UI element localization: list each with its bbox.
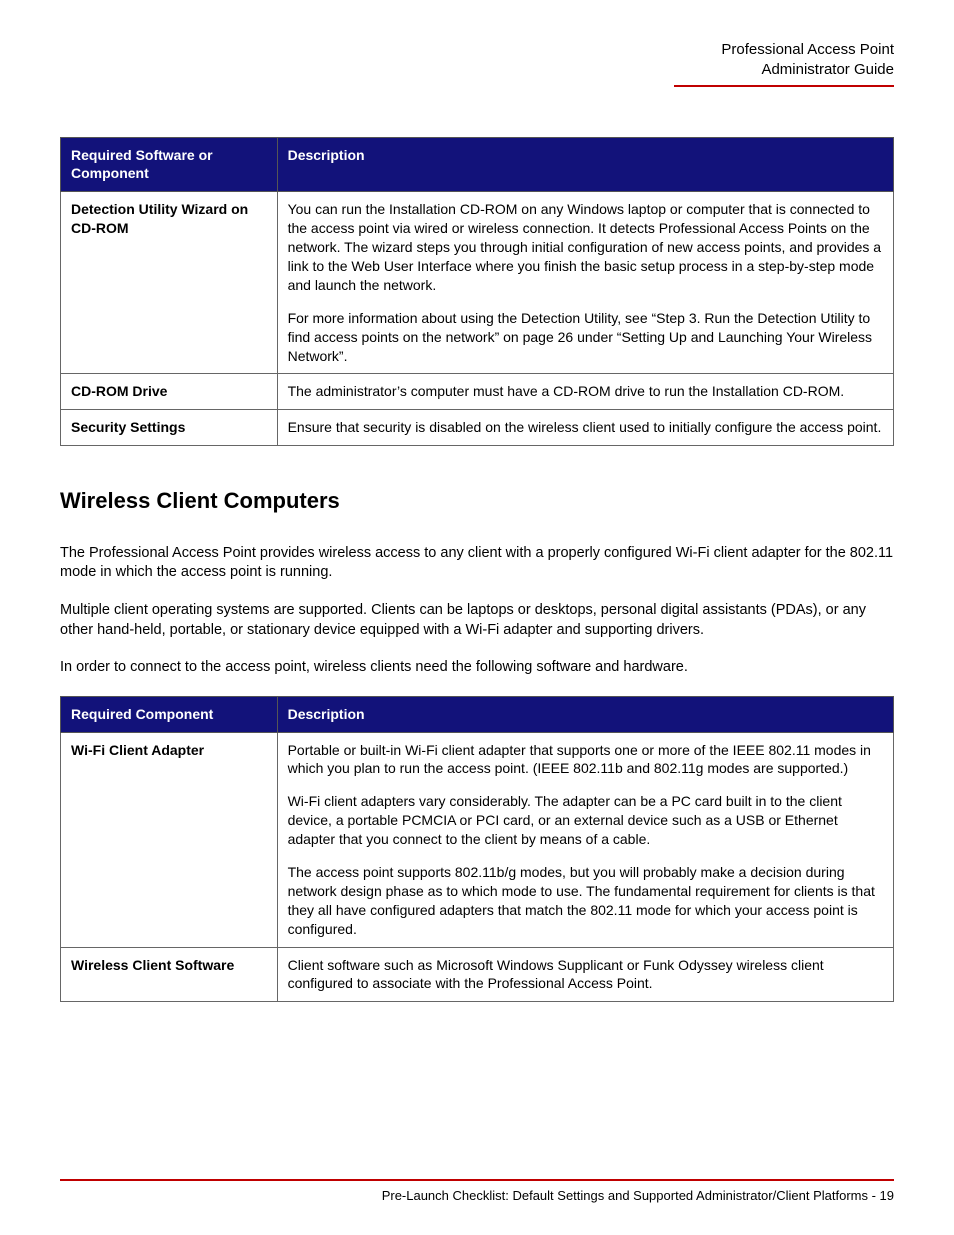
row-desc: Ensure that security is disabled on the …: [277, 410, 893, 446]
table2-col1-header: Required Component: [61, 696, 278, 732]
desc-paragraph: Ensure that security is disabled on the …: [288, 418, 883, 437]
desc-paragraph: You can run the Installation CD-ROM on a…: [288, 200, 883, 294]
row-label: Wi-Fi Client Adapter: [61, 732, 278, 947]
table-header-row: Required Software or Component Descripti…: [61, 137, 894, 192]
body-paragraph: Multiple client operating systems are su…: [60, 601, 894, 640]
row-label: Detection Utility Wizard on CD-ROM: [61, 192, 278, 374]
software-requirements-table: Required Software or Component Descripti…: [60, 137, 894, 447]
table1-col2-header: Description: [277, 137, 893, 192]
table2-col2-header: Description: [277, 696, 893, 732]
desc-paragraph: Wi-Fi client adapters vary considerably.…: [288, 792, 883, 849]
table-row: Wireless Client Software Client software…: [61, 947, 894, 1002]
desc-paragraph: The administrator’s computer must have a…: [288, 382, 883, 401]
table-row: Detection Utility Wizard on CD-ROM You c…: [61, 192, 894, 374]
desc-paragraph: For more information about using the Det…: [288, 309, 883, 366]
client-requirements-table: Required Component Description Wi-Fi Cli…: [60, 696, 894, 1003]
row-label: Security Settings: [61, 410, 278, 446]
header-rule: [674, 85, 894, 87]
footer-rule: [60, 1179, 894, 1181]
desc-paragraph: Client software such as Microsoft Window…: [288, 956, 883, 994]
header-title-1: Professional Access Point: [60, 40, 894, 60]
row-desc: Portable or built-in Wi-Fi client adapte…: [277, 732, 893, 947]
header-title-2: Administrator Guide: [60, 60, 894, 80]
page-footer: Pre-Launch Checklist: Default Settings a…: [60, 1179, 894, 1205]
table1-col1-header: Required Software or Component: [61, 137, 278, 192]
body-paragraph: The Professional Access Point provides w…: [60, 544, 894, 583]
row-desc: Client software such as Microsoft Window…: [277, 947, 893, 1002]
table-row: Security Settings Ensure that security i…: [61, 410, 894, 446]
row-desc: You can run the Installation CD-ROM on a…: [277, 192, 893, 374]
table-row: CD-ROM Drive The administrator’s compute…: [61, 374, 894, 410]
row-desc: The administrator’s computer must have a…: [277, 374, 893, 410]
page-header: Professional Access Point Administrator …: [60, 40, 894, 87]
table-row: Wi-Fi Client Adapter Portable or built-i…: [61, 732, 894, 947]
row-label: CD-ROM Drive: [61, 374, 278, 410]
body-paragraph: In order to connect to the access point,…: [60, 658, 894, 678]
section-heading: Wireless Client Computers: [60, 486, 894, 516]
footer-text: Pre-Launch Checklist: Default Settings a…: [60, 1187, 894, 1205]
row-label: Wireless Client Software: [61, 947, 278, 1002]
desc-paragraph: Portable or built-in Wi-Fi client adapte…: [288, 741, 883, 779]
desc-paragraph: The access point supports 802.11b/g mode…: [288, 863, 883, 939]
table-header-row: Required Component Description: [61, 696, 894, 732]
